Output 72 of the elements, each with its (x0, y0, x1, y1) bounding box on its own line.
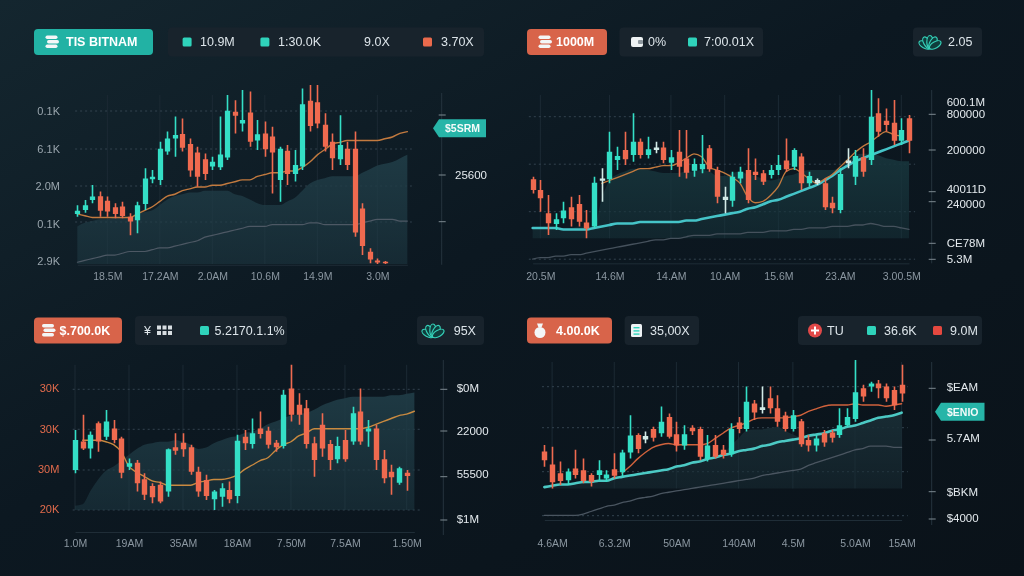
x-tick-label: 17.2AM (142, 270, 179, 283)
x-tick-label: 23.AM (825, 270, 856, 283)
x-tick-label: 18.5M (93, 270, 123, 283)
text: 9.0M (950, 323, 978, 338)
text: $4000 (946, 511, 979, 524)
text: 0.1K (37, 217, 61, 230)
text: 95X (453, 323, 477, 338)
text: $BKM (946, 485, 979, 498)
text: 9.0X (364, 35, 391, 49)
text: 5.3M (946, 253, 973, 266)
x-tick-label: 10.6M (250, 270, 280, 283)
text: 10.9M (200, 35, 235, 49)
text: 5.7AM (946, 432, 980, 445)
x-tick-label: 14.AM (656, 270, 687, 283)
text: 600.1M (946, 95, 986, 108)
text: 2.0M (35, 180, 60, 192)
text: $ENIO (947, 405, 979, 418)
text: 25600 (455, 169, 487, 181)
text: 30M (37, 462, 60, 475)
text: 22000 (456, 425, 489, 437)
text: 55500 (456, 468, 489, 481)
x-tick-label: 3.00.5M (882, 270, 921, 283)
text: 3.70X (441, 35, 475, 49)
x-tick-label: 18AM (223, 536, 252, 549)
x-tick-label: 5.0AM (840, 536, 871, 549)
text: $0M (456, 381, 480, 394)
text: 6.1K (37, 142, 61, 155)
chart-title: TIS BITNAM (66, 35, 138, 49)
x-tick-label: 15.6M (764, 270, 794, 283)
x-tick-label: 140AM (722, 536, 756, 549)
text: 30K (39, 422, 60, 435)
x-tick-label: 4.6AM (537, 536, 568, 549)
text: 200000 (946, 144, 986, 156)
text: $1M (456, 513, 480, 526)
text: 800000 (946, 108, 986, 121)
x-tick-label: 7.5AM (330, 536, 361, 549)
text: $EAM (946, 381, 979, 394)
x-tick-label: 14.9M (303, 270, 333, 283)
text: 35,00X (650, 323, 691, 338)
x-tick-label: 10.AM (709, 270, 741, 283)
x-tick-label: 20.5M (526, 270, 556, 283)
x-tick-label: 3.0M (366, 270, 390, 283)
text: ¥ (143, 323, 151, 338)
text: TU (827, 323, 844, 338)
text: 5.2170.1.1% (214, 323, 285, 338)
x-tick-label: 1.50M (392, 536, 422, 549)
text: 2.9K (37, 255, 61, 267)
x-tick-label: 1.0M (63, 536, 88, 549)
chart-title: $.700.0K (59, 323, 111, 338)
chart-title: 1000M (556, 35, 595, 49)
text: 2.05 (948, 35, 973, 49)
chart-title: 4.00.0K (556, 323, 600, 338)
x-tick-label: 14.6M (595, 270, 625, 283)
text: 240000 (946, 198, 986, 210)
x-tick-label: 7.50M (276, 536, 307, 549)
text: 0% (648, 35, 667, 49)
text: 40011D (946, 183, 987, 195)
x-tick-label: 35AM (169, 536, 198, 549)
text: 7:00.01X (704, 35, 755, 49)
text: CE78M (946, 237, 986, 250)
text: 36.6K (884, 323, 918, 338)
x-tick-label: 4.5M (781, 536, 806, 549)
x-tick-label: 6.3.2M (598, 536, 631, 549)
x-tick-label: 50AM (663, 536, 691, 549)
text: 0.1K (37, 105, 61, 117)
text: 1:30.0K (278, 35, 322, 49)
x-tick-label: 19AM (115, 536, 144, 549)
text: 20K (39, 502, 60, 515)
x-tick-label: 15AM (888, 536, 916, 549)
text: $5SRM (445, 122, 481, 135)
text: 30K (39, 382, 60, 394)
x-tick-label: 2.0AM (197, 270, 229, 283)
